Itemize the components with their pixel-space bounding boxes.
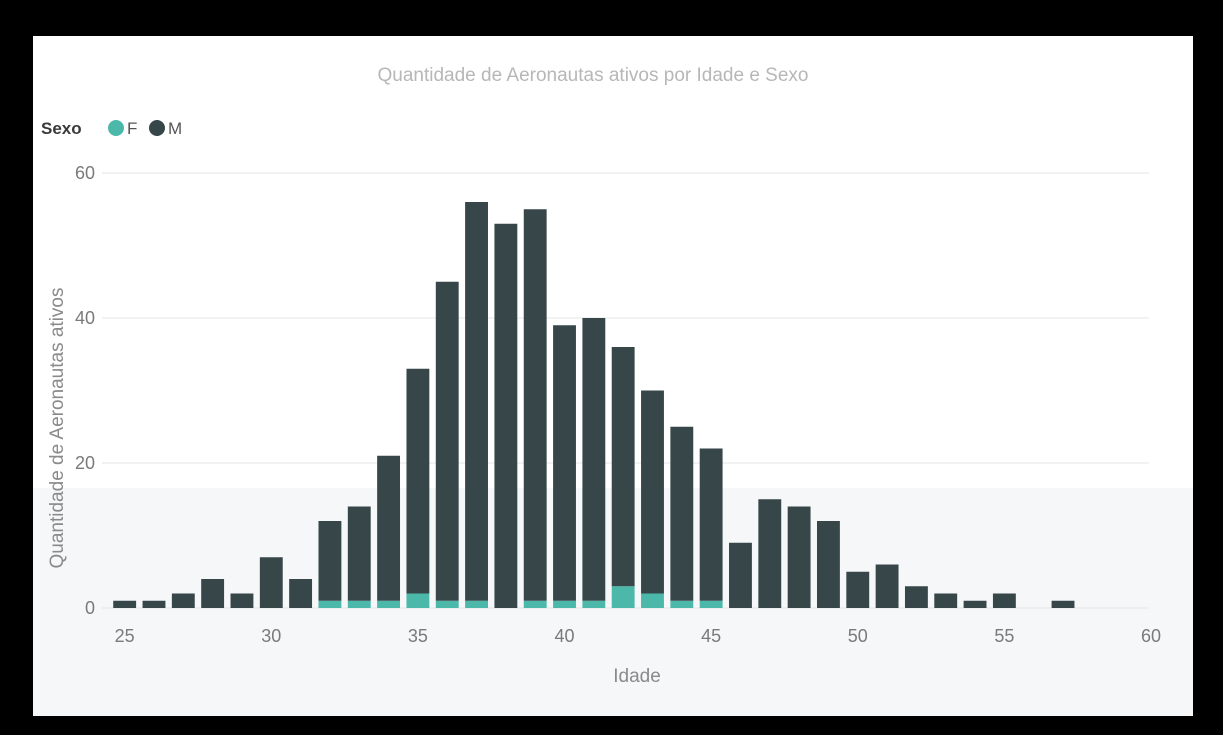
bar-f-age-45[interactable] — [699, 600, 723, 608]
x-axis-label: Idade — [613, 666, 661, 687]
bar-f-age-39[interactable] — [523, 600, 547, 608]
bar-f-age-36[interactable] — [435, 600, 459, 608]
bar-m-age-33[interactable] — [347, 506, 371, 601]
bar-f-age-44[interactable] — [670, 600, 694, 608]
bar-m-age-30[interactable] — [259, 557, 283, 608]
x-axis-ticks: 25 30 35 40 45 50 55 60 — [115, 626, 1161, 646]
x-tick-label: 35 — [408, 626, 428, 646]
legend-label-m: M — [168, 119, 182, 138]
bar-f-age-42[interactable] — [611, 586, 635, 608]
bar-m-age-48[interactable] — [787, 506, 811, 609]
bar-m-age-37[interactable] — [465, 202, 488, 601]
legend-title: Sexo — [41, 119, 82, 138]
chart-svg: Quantidade de Aeronautas ativos por Idad… — [41, 65, 1161, 687]
x-tick-label: 30 — [261, 626, 281, 646]
y-tick-label: 40 — [75, 308, 95, 328]
bar-m-age-34[interactable] — [377, 455, 401, 601]
bar-m-age-36[interactable] — [435, 281, 459, 601]
x-tick-label: 25 — [115, 626, 135, 646]
legend-label-f: F — [127, 119, 137, 138]
bar-m-age-25[interactable] — [113, 600, 137, 608]
x-tick-label: 60 — [1141, 626, 1161, 646]
bar-f-age-43[interactable] — [641, 593, 664, 609]
legend: Sexo F M — [41, 119, 182, 138]
bar-f-age-34[interactable] — [377, 600, 401, 608]
x-tick-label: 45 — [701, 626, 721, 646]
legend-swatch-m — [149, 120, 165, 136]
bar-f-age-32[interactable] — [318, 600, 342, 608]
bar-m-age-55[interactable] — [992, 593, 1016, 609]
bar-m-age-31[interactable] — [289, 579, 313, 608]
bar-m-age-52[interactable] — [904, 586, 928, 608]
bar-m-age-40[interactable] — [553, 325, 576, 601]
bar-m-age-53[interactable] — [934, 593, 958, 609]
bar-m-age-46[interactable] — [729, 542, 752, 608]
bar-m-age-28[interactable] — [201, 579, 225, 608]
bar-m-age-49[interactable] — [817, 521, 840, 608]
chart-panel: Quantidade de Aeronautas ativos por Idad… — [33, 36, 1193, 716]
bar-m-age-42[interactable] — [611, 347, 635, 587]
bar-m-age-50[interactable] — [846, 571, 870, 608]
bar-f-age-37[interactable] — [465, 600, 488, 608]
bar-m-age-27[interactable] — [171, 593, 195, 609]
bar-m-age-38[interactable] — [494, 223, 518, 608]
chart-title: Quantidade de Aeronautas ativos por Idad… — [378, 65, 809, 86]
y-tick-label: 60 — [75, 163, 95, 183]
bar-m-age-51[interactable] — [875, 564, 899, 609]
bar-m-age-32[interactable] — [318, 521, 342, 601]
bar-m-age-26[interactable] — [142, 600, 166, 608]
bar-m-age-54[interactable] — [963, 600, 987, 608]
y-tick-label: 0 — [85, 598, 95, 618]
bar-m-age-39[interactable] — [523, 209, 547, 601]
x-tick-label: 55 — [994, 626, 1014, 646]
bar-m-age-35[interactable] — [406, 368, 430, 594]
y-axis-label: Quantidade de Aeronautas ativos — [47, 288, 68, 569]
x-tick-label: 40 — [555, 626, 575, 646]
y-axis-ticks: 0 20 40 60 — [75, 163, 95, 618]
y-tick-label: 20 — [75, 453, 95, 473]
bar-m-age-47[interactable] — [758, 499, 782, 608]
bar-m-age-44[interactable] — [670, 426, 694, 601]
x-tick-label: 50 — [848, 626, 868, 646]
bar-f-age-40[interactable] — [553, 600, 576, 608]
bar-m-age-45[interactable] — [699, 448, 723, 601]
bar-f-age-41[interactable] — [582, 600, 606, 608]
bar-m-age-29[interactable] — [230, 593, 254, 609]
bar-m-age-43[interactable] — [641, 390, 664, 594]
bars — [113, 202, 1075, 609]
bar-m-age-57[interactable] — [1051, 600, 1075, 608]
bar-m-age-41[interactable] — [582, 318, 606, 601]
bar-f-age-35[interactable] — [406, 593, 430, 609]
bar-f-age-33[interactable] — [347, 600, 371, 608]
legend-swatch-f — [108, 120, 124, 136]
